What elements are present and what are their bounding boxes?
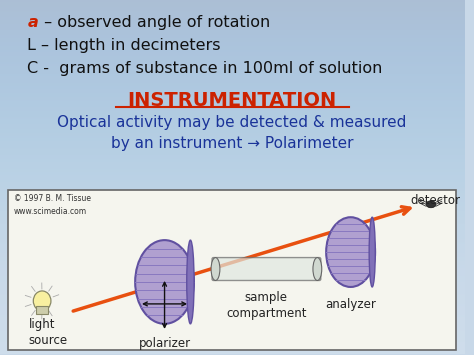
Ellipse shape	[426, 201, 436, 208]
Text: – observed angle of rotation: – observed angle of rotation	[39, 15, 271, 30]
Ellipse shape	[326, 217, 375, 287]
Text: sample
compartment: sample compartment	[226, 291, 307, 320]
Text: detector: detector	[410, 194, 460, 207]
Text: a: a	[27, 15, 38, 30]
Text: C -  grams of substance in 100ml of solution: C - grams of substance in 100ml of solut…	[27, 61, 383, 76]
Text: polarizer: polarizer	[138, 337, 191, 350]
Text: analyzer: analyzer	[325, 298, 376, 311]
Text: Optical activity may be detected & measured: Optical activity may be detected & measu…	[57, 115, 407, 130]
Text: INSTRUMENTATION: INSTRUMENTATION	[128, 91, 337, 110]
Ellipse shape	[187, 240, 194, 324]
Ellipse shape	[135, 240, 194, 324]
Text: by an instrument → Polarimeter: by an instrument → Polarimeter	[111, 136, 354, 151]
FancyBboxPatch shape	[212, 258, 321, 280]
Ellipse shape	[313, 258, 322, 280]
Text: © 1997 B. M. Tissue
www.scimedia.com: © 1997 B. M. Tissue www.scimedia.com	[14, 194, 91, 216]
Ellipse shape	[33, 291, 51, 311]
Text: L – length in decimeters: L – length in decimeters	[27, 38, 221, 53]
Ellipse shape	[369, 217, 375, 287]
Ellipse shape	[211, 258, 220, 280]
FancyBboxPatch shape	[36, 306, 48, 314]
Text: light
source: light source	[28, 318, 67, 347]
FancyBboxPatch shape	[8, 190, 456, 350]
